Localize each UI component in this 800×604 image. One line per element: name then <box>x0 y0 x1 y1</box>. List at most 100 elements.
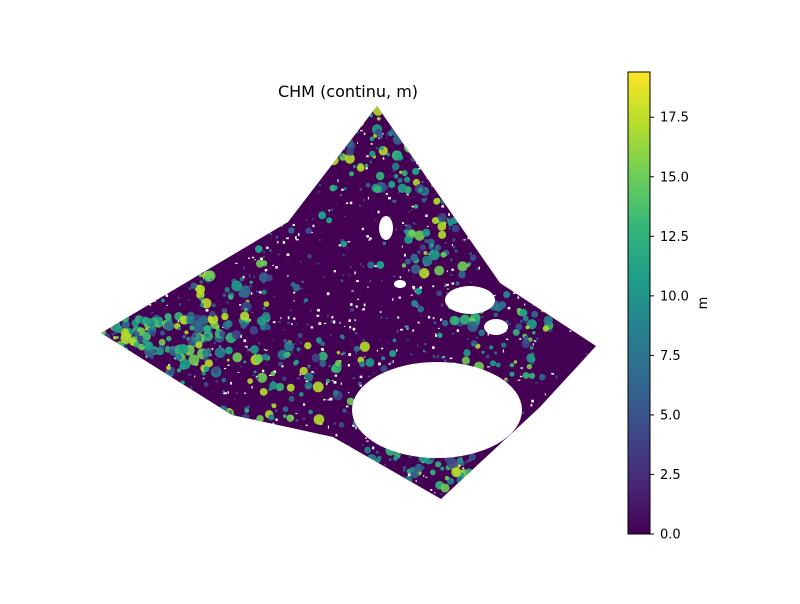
raster-speckle <box>594 278 596 281</box>
raster-speckle <box>480 169 483 173</box>
tree-crown <box>231 280 243 292</box>
raster-speckle <box>262 256 266 258</box>
raster-speckle <box>173 208 175 211</box>
tree-crown <box>188 354 200 366</box>
raster-speckle <box>247 474 250 477</box>
raster-speckle <box>358 205 362 207</box>
raster-speckle <box>398 296 401 299</box>
tree-crown <box>532 330 536 335</box>
tree-crown <box>401 170 408 177</box>
tree-crown <box>114 325 123 333</box>
raster-speckle <box>382 157 385 160</box>
raster-speckle <box>192 435 194 439</box>
raster-speckle <box>391 200 394 203</box>
tree-crown <box>244 408 250 413</box>
raster-speckle <box>211 461 214 463</box>
raster-speckle <box>181 438 184 442</box>
raster-speckle <box>366 440 369 442</box>
raster-speckle <box>428 148 430 152</box>
raster-speckle <box>144 180 147 183</box>
raster-speckle <box>536 211 540 214</box>
raster-speckle <box>292 116 295 120</box>
raster-speckle <box>144 128 147 130</box>
raster-speckle <box>539 441 542 444</box>
tree-crown <box>571 237 579 245</box>
tree-crown <box>185 316 195 325</box>
raster-speckle <box>244 392 247 394</box>
raster-speckle <box>491 109 494 111</box>
raster-speckle <box>211 441 215 444</box>
raster-speckle <box>392 298 394 301</box>
raster-speckle <box>576 285 579 288</box>
tree-crown <box>449 315 460 326</box>
raster-speckle <box>505 230 509 234</box>
tree-crown <box>505 379 509 383</box>
raster-speckle <box>518 457 521 460</box>
raster-speckle <box>363 132 366 136</box>
raster-speckle <box>578 173 580 177</box>
raster-speckle <box>521 411 525 414</box>
raster-speckle <box>362 308 365 311</box>
tree-crown <box>320 341 325 346</box>
raster-speckle <box>129 160 133 163</box>
raster-speckle <box>505 274 507 278</box>
tree-crown <box>410 264 421 275</box>
raster-speckle <box>178 459 182 462</box>
raster-speckle <box>497 238 499 242</box>
raster-speckle <box>339 321 341 324</box>
tree-crown <box>283 341 295 352</box>
raster-speckle <box>127 402 130 406</box>
raster-speckle <box>108 395 111 399</box>
tree-crown <box>390 125 401 137</box>
raster-speckle <box>444 242 448 244</box>
raster-speckle <box>537 210 541 213</box>
tree-crown <box>218 405 228 415</box>
raster-speckle <box>101 219 103 221</box>
tree-crown <box>543 315 553 325</box>
tree-crown <box>124 152 132 160</box>
raster-speckle <box>498 465 500 467</box>
raster-speckle <box>505 331 508 333</box>
tree-crown <box>333 185 338 190</box>
raster-speckle <box>316 314 320 317</box>
raster-speckle <box>202 126 205 129</box>
raster-speckle <box>549 436 552 438</box>
raster-speckle <box>446 283 449 286</box>
raster-speckle <box>342 125 345 127</box>
raster-speckle <box>328 498 331 499</box>
tree-crown <box>226 227 231 233</box>
tree-crown <box>382 241 387 246</box>
tree-crown <box>454 249 458 253</box>
tree-crown <box>440 184 444 189</box>
raster-speckle <box>247 218 249 221</box>
tree-crown <box>372 106 384 116</box>
tree-crown <box>389 477 394 481</box>
raster-speckle <box>177 458 179 461</box>
raster-speckle <box>123 289 126 293</box>
raster-speckle <box>132 391 136 394</box>
raster-speckle <box>563 497 566 499</box>
tree-crown <box>561 409 565 412</box>
raster-speckle <box>274 494 278 497</box>
raster-speckle <box>272 321 276 324</box>
raster-speckle <box>123 268 126 271</box>
raster-speckle <box>424 172 426 175</box>
tree-crown <box>545 216 551 222</box>
raster-speckle <box>567 201 569 203</box>
raster-speckle <box>426 225 429 228</box>
raster-speckle <box>313 137 316 140</box>
raster-speckle <box>457 137 460 141</box>
tree-crown <box>177 230 185 239</box>
tree-crown <box>267 176 275 183</box>
raster-speckle <box>427 315 431 319</box>
raster-speckle <box>177 319 180 323</box>
tree-crown <box>235 447 241 453</box>
tree-crown <box>470 340 478 347</box>
raster-speckle <box>412 276 414 278</box>
raster-speckle <box>517 379 521 381</box>
raster-speckle <box>221 472 224 475</box>
colorbar: 0.02.55.07.510.012.515.017.5 m <box>627 71 711 543</box>
raster-speckle <box>169 120 173 122</box>
raster-speckle <box>248 160 250 164</box>
tree-crown <box>585 476 589 480</box>
